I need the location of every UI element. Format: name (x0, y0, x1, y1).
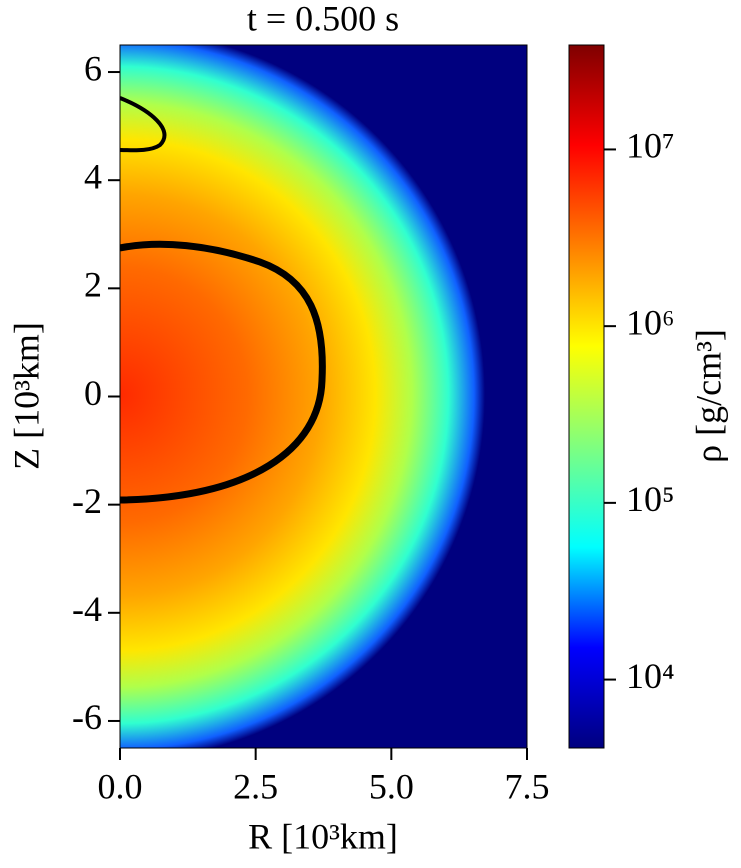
x-tick-label: 2.5 (233, 766, 278, 806)
colorbar-tick-label: 10⁴ (626, 656, 675, 696)
y-tick-label: 0 (84, 373, 102, 413)
chart-title: t = 0.500 s (247, 0, 399, 38)
x-axis-label: R [10³km] (248, 816, 398, 856)
y-tick-label: -6 (72, 697, 102, 737)
y-tick-label: 2 (84, 265, 102, 305)
y-axis-label: Z [10³km] (6, 322, 46, 470)
colorbar-tick-label: 10⁵ (626, 479, 675, 519)
y-tick-label: -4 (72, 589, 102, 629)
colorbar-tick-label: 10⁷ (626, 126, 675, 166)
x-tick-label: 7.5 (505, 766, 550, 806)
density-field (120, 45, 527, 748)
y-tick-label: 6 (84, 48, 102, 88)
y-tick-label: 4 (84, 156, 102, 196)
y-tick-label: -2 (72, 481, 102, 521)
x-tick-label: 5.0 (369, 766, 414, 806)
x-tick-label: 0.0 (98, 766, 143, 806)
colorbar-label: ρ [g/cm³] (688, 329, 728, 463)
colorbar-tick-label: 10⁶ (626, 302, 675, 342)
colorbar (568, 44, 605, 749)
